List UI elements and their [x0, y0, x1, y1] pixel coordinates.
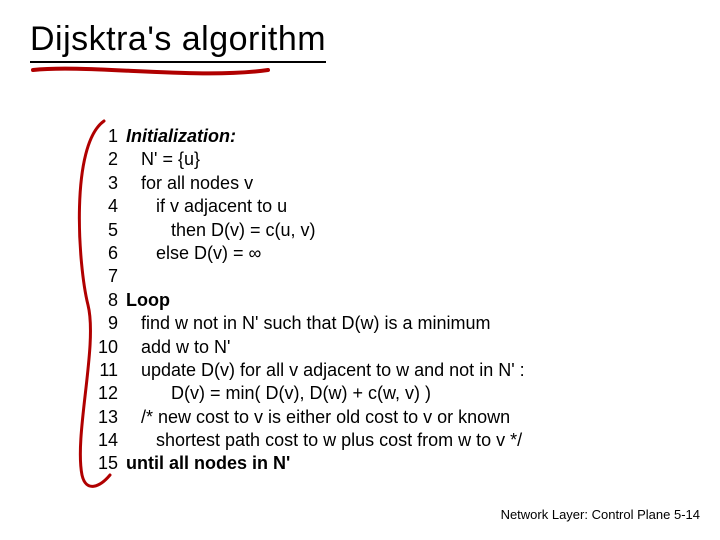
code-line: 2 N' = {u} [90, 148, 525, 171]
slide: Dijsktra's algorithm 1Initialization:2 N… [0, 0, 720, 540]
line-number: 14 [90, 429, 118, 452]
line-text: Loop [118, 289, 170, 312]
line-text: until all nodes in N' [118, 452, 290, 475]
line-text: if v adjacent to u [118, 195, 287, 218]
code-line: 10 add w to N' [90, 336, 525, 359]
line-text: N' = {u} [118, 148, 200, 171]
code-line: 11 update D(v) for all v adjacent to w a… [90, 359, 525, 382]
line-text: /* new cost to v is either old cost to v… [118, 406, 510, 429]
code-line: 5 then D(v) = c(u, v) [90, 219, 525, 242]
line-text: else D(v) = ∞ [118, 242, 261, 265]
line-text: Initialization: [118, 125, 236, 148]
line-number: 6 [90, 242, 118, 265]
code-line: 7 [90, 265, 525, 288]
line-number: 12 [90, 382, 118, 405]
line-number: 10 [90, 336, 118, 359]
code-line: 8Loop [90, 289, 525, 312]
line-number: 7 [90, 265, 118, 288]
title-wrap: Dijsktra's algorithm [30, 20, 326, 63]
line-text: for all nodes v [118, 172, 253, 195]
code-line: 9 find w not in N' such that D(w) is a m… [90, 312, 525, 335]
code-line: 14 shortest path cost to w plus cost fro… [90, 429, 525, 452]
line-number: 15 [90, 452, 118, 475]
line-text: then D(v) = c(u, v) [118, 219, 316, 242]
line-number: 4 [90, 195, 118, 218]
line-text: D(v) = min( D(v), D(w) + c(w, v) ) [118, 382, 431, 405]
code-line: 13 /* new cost to v is either old cost t… [90, 406, 525, 429]
line-number: 2 [90, 148, 118, 171]
line-number: 1 [90, 125, 118, 148]
code-line: 12 D(v) = min( D(v), D(w) + c(w, v) ) [90, 382, 525, 405]
line-text: shortest path cost to w plus cost from w… [118, 429, 522, 452]
line-text: update D(v) for all v adjacent to w and … [118, 359, 525, 382]
line-text: add w to N' [118, 336, 230, 359]
code-line: 6 else D(v) = ∞ [90, 242, 525, 265]
line-text [118, 265, 126, 288]
line-number: 3 [90, 172, 118, 195]
line-number: 5 [90, 219, 118, 242]
slide-footer: Network Layer: Control Plane 5-14 [501, 507, 700, 522]
code-line: 15until all nodes in N' [90, 452, 525, 475]
line-text: find w not in N' such that D(w) is a min… [118, 312, 491, 335]
line-number: 13 [90, 406, 118, 429]
code-line: 4 if v adjacent to u [90, 195, 525, 218]
code-line: 3 for all nodes v [90, 172, 525, 195]
slide-title: Dijsktra's algorithm [30, 20, 326, 63]
line-number: 11 [90, 359, 118, 382]
line-number: 8 [90, 289, 118, 312]
pseudocode-block: 1Initialization:2 N' = {u}3 for all node… [90, 125, 525, 476]
code-line: 1Initialization: [90, 125, 525, 148]
line-number: 9 [90, 312, 118, 335]
title-underline-icon [28, 62, 288, 92]
